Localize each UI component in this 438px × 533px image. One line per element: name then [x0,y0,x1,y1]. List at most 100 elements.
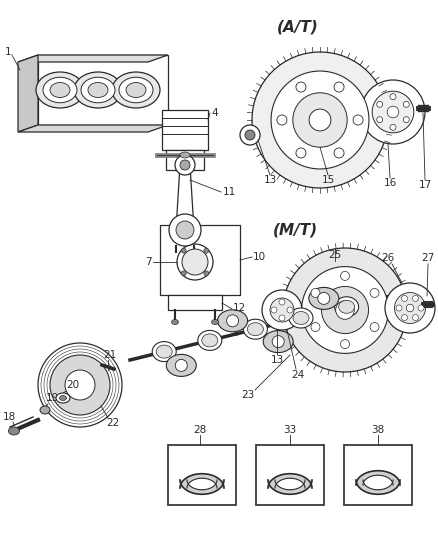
Circle shape [377,117,383,123]
Ellipse shape [60,395,67,400]
Circle shape [402,314,407,320]
Circle shape [277,115,287,125]
Text: 21: 21 [103,350,117,360]
Polygon shape [18,55,38,132]
Circle shape [318,293,330,304]
Polygon shape [268,474,312,488]
Circle shape [396,305,402,311]
Circle shape [334,148,344,158]
Ellipse shape [218,310,247,332]
Ellipse shape [81,77,115,103]
Polygon shape [180,480,224,494]
Circle shape [296,148,306,158]
Circle shape [370,322,379,332]
Text: 1: 1 [5,47,11,57]
Circle shape [413,314,418,320]
Circle shape [283,248,407,372]
Ellipse shape [8,427,20,435]
Text: 25: 25 [328,250,342,260]
Ellipse shape [152,342,176,361]
Circle shape [181,248,186,253]
Text: 27: 27 [421,253,434,263]
Circle shape [175,359,187,372]
Ellipse shape [293,311,309,325]
Circle shape [252,52,388,188]
Circle shape [402,295,407,302]
Polygon shape [180,474,224,488]
Ellipse shape [339,300,355,313]
Circle shape [390,124,396,131]
Text: 38: 38 [371,425,385,435]
Circle shape [403,117,409,123]
Ellipse shape [202,334,218,347]
Polygon shape [160,225,240,295]
Text: 13: 13 [270,355,284,365]
Polygon shape [166,150,204,170]
Circle shape [361,80,425,144]
Ellipse shape [50,83,70,98]
Circle shape [240,125,260,145]
Text: (A/T): (A/T) [277,20,319,35]
Circle shape [287,307,293,313]
Ellipse shape [166,354,196,376]
Ellipse shape [247,322,263,336]
Circle shape [271,71,369,169]
Text: 10: 10 [253,252,266,262]
Text: 23: 23 [241,390,254,400]
Circle shape [38,343,122,427]
Circle shape [340,271,350,280]
Circle shape [262,290,302,330]
Circle shape [177,244,213,280]
Circle shape [180,160,190,170]
Circle shape [245,130,255,140]
Circle shape [387,106,399,118]
Circle shape [279,315,285,321]
Circle shape [390,94,396,100]
Text: 17: 17 [418,180,431,190]
Ellipse shape [309,287,339,309]
Circle shape [403,101,409,107]
Circle shape [406,304,414,312]
Circle shape [296,82,306,92]
Text: 24: 24 [291,370,304,380]
Text: (M/T): (M/T) [272,222,318,238]
Text: 26: 26 [381,253,395,263]
Circle shape [377,101,383,107]
Text: 16: 16 [383,178,397,188]
Polygon shape [18,55,168,62]
Circle shape [418,305,424,311]
Circle shape [272,336,284,348]
Circle shape [226,315,239,327]
Circle shape [395,293,425,324]
Text: 11: 11 [223,187,236,197]
Ellipse shape [112,72,160,108]
Circle shape [302,266,389,353]
Ellipse shape [156,345,172,358]
Polygon shape [162,110,208,150]
Text: 20: 20 [67,380,80,390]
Polygon shape [38,55,168,125]
Circle shape [204,271,209,276]
Circle shape [336,301,354,319]
Ellipse shape [119,77,153,103]
Circle shape [370,288,379,297]
Ellipse shape [180,152,190,158]
Circle shape [182,249,208,275]
Polygon shape [344,445,412,505]
Circle shape [279,299,285,305]
Circle shape [340,340,350,349]
Circle shape [353,115,363,125]
Text: 12: 12 [233,303,246,313]
Circle shape [309,109,331,131]
Circle shape [334,82,344,92]
Text: 18: 18 [2,412,16,422]
Ellipse shape [40,406,50,414]
Circle shape [385,283,435,333]
Polygon shape [168,295,222,310]
Ellipse shape [335,297,359,317]
Polygon shape [356,480,400,494]
Ellipse shape [43,77,77,103]
Ellipse shape [244,319,268,339]
Circle shape [204,248,209,253]
Circle shape [321,286,368,334]
